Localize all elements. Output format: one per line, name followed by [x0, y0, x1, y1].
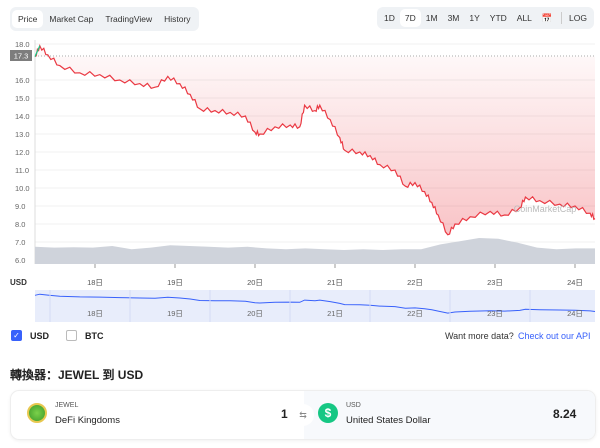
navigator-tick-label: 19日: [167, 309, 183, 318]
current-price-badge: [10, 50, 32, 61]
y-tick-label: 11.0: [15, 166, 29, 175]
y-tick-label: 7.0: [15, 238, 25, 247]
x-tick-label: 24日: [567, 278, 583, 287]
range-1d[interactable]: 1D: [384, 13, 395, 23]
chart-type-tabs: Price Market Cap TradingView History: [10, 7, 199, 31]
navigator-tick-label: 22日: [407, 309, 423, 318]
navigator-tick-label: 23日: [487, 309, 503, 318]
y-tick-label: 18.0: [15, 40, 30, 49]
x-tick-label: 20日: [247, 278, 263, 287]
converter-card: JEWEL DeFi Kingdoms 1 ⇆ $ USD United Sta…: [10, 390, 596, 440]
range-selector: 1D 7D 1M 3M 1Y YTD ALL 📅 LOG: [377, 7, 594, 29]
x-tick-label: 19日: [167, 278, 183, 287]
y-tick-label: 12.0: [15, 148, 30, 157]
navigator-tick-label: 18日: [87, 309, 103, 318]
calendar-icon[interactable]: 📅: [541, 12, 553, 23]
tab-price[interactable]: Price: [12, 10, 44, 28]
swap-icon[interactable]: ⇆: [292, 404, 314, 426]
to-symbol: USD: [346, 402, 361, 409]
btc-label: BTC: [85, 331, 104, 341]
tab-market-cap[interactable]: Market Cap: [49, 14, 94, 24]
from-amount-input[interactable]: 1: [281, 407, 288, 421]
converter-title: 轉換器：JEWEL 到 USD: [10, 368, 144, 382]
from-name: DeFi Kingdoms: [55, 415, 120, 426]
price-area-fill: [35, 45, 595, 235]
range-all[interactable]: ALL: [516, 13, 532, 23]
x-tick-label: 23日: [487, 278, 503, 287]
range-1m[interactable]: 1M: [425, 13, 438, 23]
current-price-text: 17.3: [14, 52, 29, 61]
volume-area: [35, 238, 595, 264]
y-tick-label: 6.0: [15, 256, 25, 265]
y-tick-label: 8.0: [15, 220, 25, 229]
api-link[interactable]: Check out our API: [518, 331, 591, 341]
y-tick-label: 14.0: [15, 112, 30, 121]
navigator-tick-label: 20日: [247, 309, 263, 318]
range-ytd[interactable]: YTD: [489, 13, 507, 23]
usd-coin-icon: $: [318, 403, 338, 423]
x-tick-label: 21日: [327, 278, 343, 287]
y-tick-label: 13.0: [15, 130, 30, 139]
price-line-up-segment: [34, 45, 41, 57]
price-line: [34, 44, 596, 236]
to-name: United States Dollar: [346, 415, 431, 426]
from-symbol: JEWEL: [55, 402, 79, 409]
range-navigator[interactable]: [35, 290, 595, 322]
range-1y[interactable]: 1Y: [469, 13, 480, 23]
x-tick-label: 22日: [407, 278, 423, 287]
y-tick-label: 15.0: [15, 94, 30, 103]
range-7d[interactable]: 7D: [399, 9, 421, 27]
watermark: CoinMarketCap: [514, 204, 577, 214]
usd-label: USD: [30, 331, 50, 341]
tab-history[interactable]: History: [164, 14, 191, 24]
divider: [560, 12, 562, 24]
api-prompt: Want more data?: [445, 331, 514, 341]
x-tick-label: 18日: [87, 278, 103, 287]
log-toggle[interactable]: LOG: [569, 13, 587, 23]
range-3m[interactable]: 3M: [447, 13, 460, 23]
tab-tradingview[interactable]: TradingView: [105, 14, 153, 24]
navigator-tick-label: 21日: [327, 309, 343, 318]
jewel-coin-icon: [27, 403, 47, 423]
usd-checkbox[interactable]: ✓: [11, 330, 22, 341]
y-tick-label: 10.0: [15, 184, 30, 193]
to-amount-input[interactable]: 8.24: [553, 407, 577, 421]
price-chart[interactable]: 18.0 16.0 15.0 14.0 13.0 12.0 11.0 10.0 9.0 8.0 7.…: [0, 0, 600, 325]
navigator-tick-label: 24日: [567, 309, 583, 318]
btc-checkbox[interactable]: [66, 330, 77, 341]
y-tick-label: 9.0: [15, 202, 25, 211]
axis-unit: USD: [10, 278, 27, 287]
y-tick-label: 16.0: [15, 76, 30, 85]
navigator-line: [34, 293, 596, 314]
converter-right: [304, 391, 595, 439]
